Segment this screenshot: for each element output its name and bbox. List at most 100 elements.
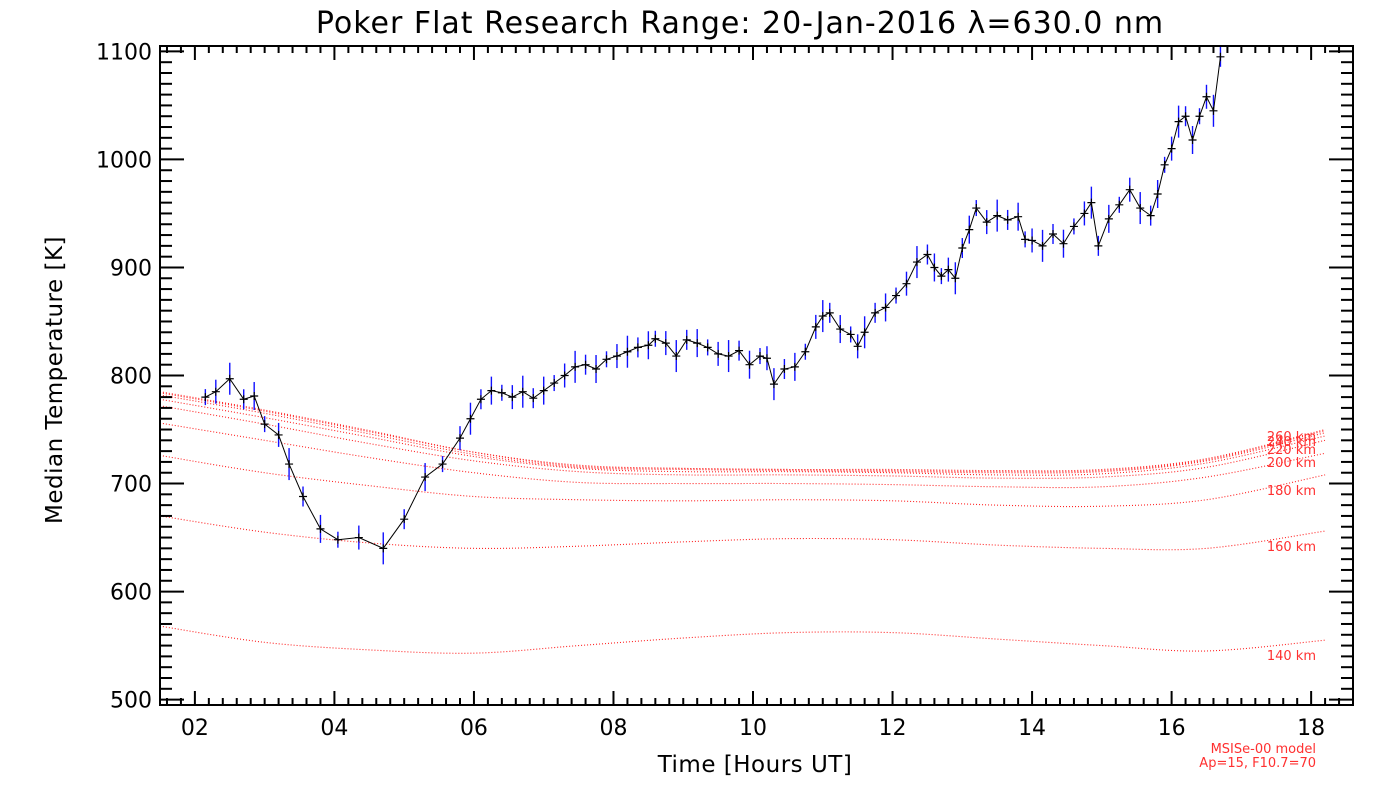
altitude-label: 220 km bbox=[1267, 443, 1316, 458]
data-point bbox=[780, 365, 789, 374]
data-point bbox=[508, 393, 517, 402]
data-point bbox=[912, 258, 921, 267]
altitude-label: 240 km bbox=[1267, 435, 1316, 450]
y-tick-label: 900 bbox=[110, 256, 152, 281]
data-point bbox=[965, 225, 974, 234]
data-point bbox=[421, 473, 430, 482]
data-point bbox=[1003, 215, 1012, 224]
data-point bbox=[1195, 112, 1204, 121]
data-point bbox=[1146, 211, 1155, 220]
x-tick-label: 04 bbox=[320, 716, 348, 741]
data-point bbox=[902, 279, 911, 288]
data-point bbox=[1069, 222, 1078, 231]
data-point bbox=[518, 387, 527, 396]
data-point bbox=[693, 339, 702, 348]
data-point bbox=[745, 360, 754, 369]
data-point bbox=[853, 342, 862, 351]
model-curve-extra-8 bbox=[160, 391, 1326, 472]
data-point bbox=[1104, 214, 1113, 223]
data-point bbox=[651, 334, 660, 343]
data-point bbox=[1021, 235, 1030, 244]
data-point bbox=[1059, 239, 1068, 248]
data-point bbox=[860, 328, 869, 337]
y-tick-label: 1100 bbox=[96, 40, 152, 65]
data-point bbox=[930, 263, 939, 272]
data-point bbox=[1094, 241, 1103, 250]
data-point bbox=[571, 362, 580, 371]
data-point bbox=[379, 544, 388, 553]
tick-labels: 02 04 06 08 10 12 14 16 18 500 600 700 800 900 1000 110… bbox=[96, 40, 1325, 741]
altitude-label: 140 km bbox=[1267, 649, 1316, 664]
data-point bbox=[581, 360, 590, 369]
data-point bbox=[612, 352, 621, 361]
data-point bbox=[790, 362, 799, 371]
data-point bbox=[1087, 198, 1096, 207]
model-curve-180-km bbox=[160, 454, 1326, 508]
data-point bbox=[299, 492, 308, 501]
data-point bbox=[846, 330, 855, 339]
x-tick-label: 16 bbox=[1158, 716, 1186, 741]
data-point bbox=[225, 374, 234, 383]
data-point bbox=[735, 346, 744, 355]
axis-ticks bbox=[160, 46, 1354, 705]
altitude-label: 200 km bbox=[1267, 456, 1316, 471]
data-point bbox=[1080, 209, 1089, 218]
data-point bbox=[602, 355, 611, 364]
data-point bbox=[239, 395, 248, 404]
data-point bbox=[1181, 112, 1190, 121]
y-tick-label: 800 bbox=[110, 365, 152, 390]
data-point bbox=[497, 388, 506, 397]
data-point bbox=[755, 352, 764, 361]
altitude-label: 160 km bbox=[1267, 540, 1316, 555]
data-point bbox=[466, 414, 475, 423]
x-tick-label: 06 bbox=[460, 716, 488, 741]
data-point bbox=[825, 308, 834, 317]
data-point bbox=[211, 387, 220, 396]
altitude-label: 180 km bbox=[1267, 484, 1316, 499]
x-tick-label: 14 bbox=[1018, 716, 1046, 741]
data-series bbox=[201, 46, 1225, 565]
data-point bbox=[1216, 52, 1225, 61]
data-point bbox=[274, 430, 283, 439]
data-point bbox=[703, 343, 712, 352]
y-axis-label: Median Temperature [K] bbox=[42, 236, 68, 524]
data-point bbox=[1202, 92, 1211, 101]
data-point bbox=[972, 204, 981, 213]
data-point bbox=[1188, 135, 1197, 144]
data-point bbox=[951, 274, 960, 283]
data-point bbox=[529, 394, 538, 403]
x-tick-label: 18 bbox=[1297, 716, 1325, 741]
y-tick-label: 600 bbox=[110, 581, 152, 606]
data-point bbox=[937, 272, 946, 281]
data-point bbox=[633, 343, 642, 352]
data-point bbox=[672, 352, 681, 361]
data-point bbox=[724, 352, 733, 361]
data-point bbox=[1167, 144, 1176, 153]
data-point bbox=[958, 244, 967, 253]
x-axis-label: Time [Hours UT] bbox=[657, 752, 853, 778]
model-curve-220-km bbox=[160, 405, 1326, 479]
data-point bbox=[476, 395, 485, 404]
chart-title: Poker Flat Research Range: 20-Jan-2016 λ… bbox=[316, 6, 1164, 41]
data-point bbox=[644, 341, 653, 350]
x-tick-label: 02 bbox=[181, 716, 209, 741]
data-point bbox=[250, 392, 259, 401]
plot-frame bbox=[159, 45, 1354, 706]
data-point bbox=[811, 322, 820, 331]
data-point bbox=[1038, 241, 1047, 250]
data-point bbox=[923, 250, 932, 259]
data-point bbox=[1125, 185, 1134, 194]
data-point bbox=[438, 460, 447, 469]
model-curve-extra-7 bbox=[160, 392, 1326, 473]
data-point bbox=[982, 218, 991, 227]
data-point bbox=[316, 524, 325, 533]
y-tick-label: 1000 bbox=[96, 148, 152, 173]
altitude-label: 260 km bbox=[1267, 430, 1316, 445]
model-curve-200-km bbox=[160, 422, 1326, 489]
data-point bbox=[1115, 200, 1124, 209]
data-point bbox=[762, 354, 771, 363]
data-point bbox=[455, 434, 464, 443]
data-point bbox=[539, 386, 548, 395]
data-point bbox=[836, 325, 845, 334]
